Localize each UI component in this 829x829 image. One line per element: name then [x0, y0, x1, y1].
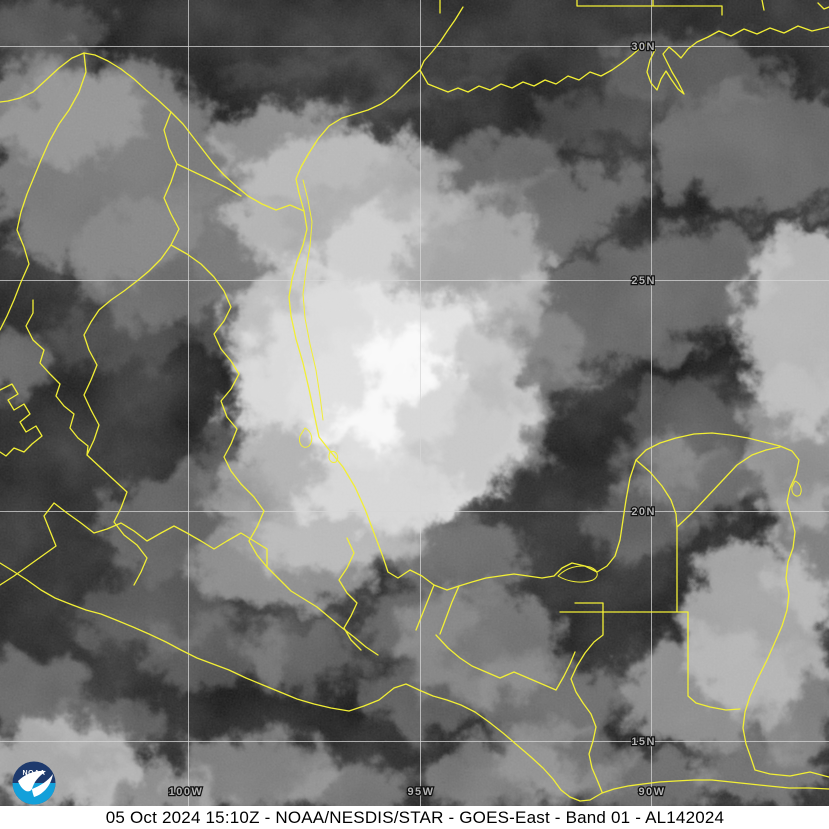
rio-grande-border: [0, 52, 305, 212]
caption-text: 05 Oct 2024 15:10Z - NOAA/NESDIS/STAR - …: [106, 808, 724, 827]
coastline-path: [288, 25, 829, 778]
pacific-coastline: [0, 562, 829, 802]
grid-labels: 30N 25N 20N 15N 100W 95W 90W: [167, 40, 665, 800]
bay-shoreline-path: [419, 6, 464, 71]
noaa-logo: NOAA: [12, 761, 56, 805]
lagoon-inner-line: [302, 179, 324, 421]
grain-overlay: [0, 0, 829, 806]
mexico-state-borders-ne: [0, 52, 268, 586]
noaa-logo-bird-left-wing: [18, 770, 46, 792]
guatemala-belize-borders: [559, 602, 741, 793]
us-state-borders: [439, 0, 829, 16]
lat-label-15n: 15N: [631, 736, 656, 748]
caption-bar: [0, 806, 829, 829]
lat-label-30n: 30N: [631, 41, 656, 53]
noaa-logo-text: NOAA: [22, 770, 45, 777]
terminos-lagoon: [557, 565, 598, 583]
tampico-lagoons: [299, 427, 339, 463]
lon-label-100w: 100W: [169, 786, 204, 798]
lon-label-90w: 90W: [638, 786, 665, 798]
lon-label-95w: 95W: [407, 786, 434, 798]
map-outlines: [0, 0, 829, 802]
lat-label-25n: 25N: [631, 275, 656, 287]
mexico-state-borders-central: [0, 502, 576, 691]
yucatan-state-borders: [635, 446, 781, 613]
cozumel-island: [791, 480, 802, 497]
lat-label-20n: 20N: [631, 506, 656, 518]
noaa-logo-bird-right-wing: [32, 774, 53, 797]
